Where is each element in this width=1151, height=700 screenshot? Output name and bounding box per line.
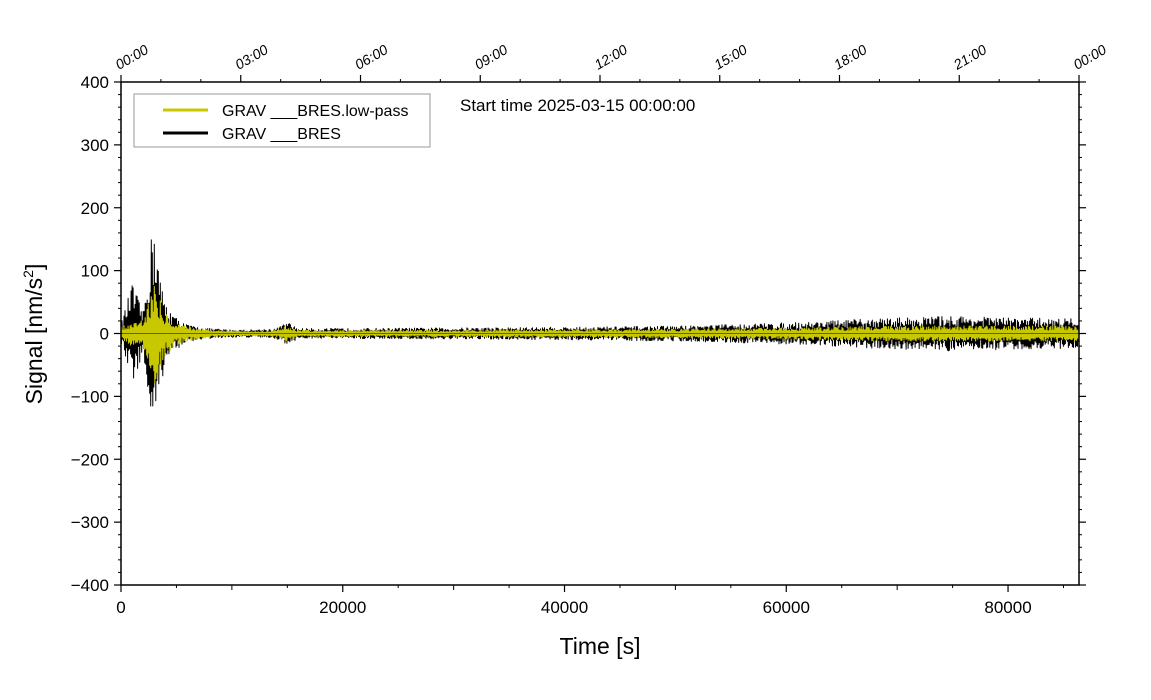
- x-axis-title: Time [s]: [560, 633, 641, 659]
- series-layer: [120, 239, 1080, 407]
- legend-label-low-pass: GRAV ___BRES.low-pass: [222, 103, 408, 120]
- y-tick-label: 400: [81, 73, 109, 92]
- plot-frame: [120, 81, 1080, 586]
- top-tick-label: 21:00: [950, 41, 989, 73]
- start-time-annotation: Start time 2025-03-15 00:00:00: [460, 96, 695, 115]
- y-tick-label: −300: [71, 513, 109, 532]
- x-tick-label: 60000: [763, 598, 810, 617]
- x-tick-label: 80000: [984, 598, 1031, 617]
- top-tick-label: 15:00: [711, 41, 750, 72]
- y-tick-label: −400: [71, 576, 109, 595]
- y-tick-label: −100: [71, 387, 109, 406]
- y-tick-label: 200: [81, 199, 109, 218]
- y-axis-title-end: ]: [21, 264, 47, 270]
- legend-label-raw: GRAV ___BRES: [222, 126, 341, 143]
- y-tick-label: 100: [81, 262, 109, 281]
- top-tick-label: 00:00: [113, 41, 152, 72]
- top-tick-label: 18:00: [831, 41, 870, 72]
- y-axis-title: Signal [nm/s2]: [20, 264, 47, 405]
- y-tick-label: 0: [100, 325, 109, 344]
- x-tick-label: 40000: [541, 598, 588, 617]
- legend-box: [133, 93, 431, 148]
- top-tick-label: 03:00: [232, 41, 271, 72]
- legend: GRAV ___BRES.low-pass GRAV ___BRES: [133, 93, 431, 148]
- top-tick-label: 00:00: [1071, 41, 1110, 72]
- series-line-raw: [120, 239, 1080, 407]
- y-axis-title-sup: 2: [20, 270, 36, 278]
- y-tick-label: −200: [71, 450, 109, 469]
- y-tick-label: 300: [81, 136, 109, 155]
- y-axis-title-main: Signal [nm/s: [21, 278, 47, 405]
- x-tick-label: 20000: [319, 598, 366, 617]
- top-tick-label: 12:00: [592, 41, 631, 72]
- x-tick-label: 0: [116, 598, 125, 617]
- top-tick-label: 06:00: [352, 41, 391, 72]
- series-line-low-pass: [120, 285, 1080, 384]
- top-tick-label: 09:00: [472, 41, 511, 72]
